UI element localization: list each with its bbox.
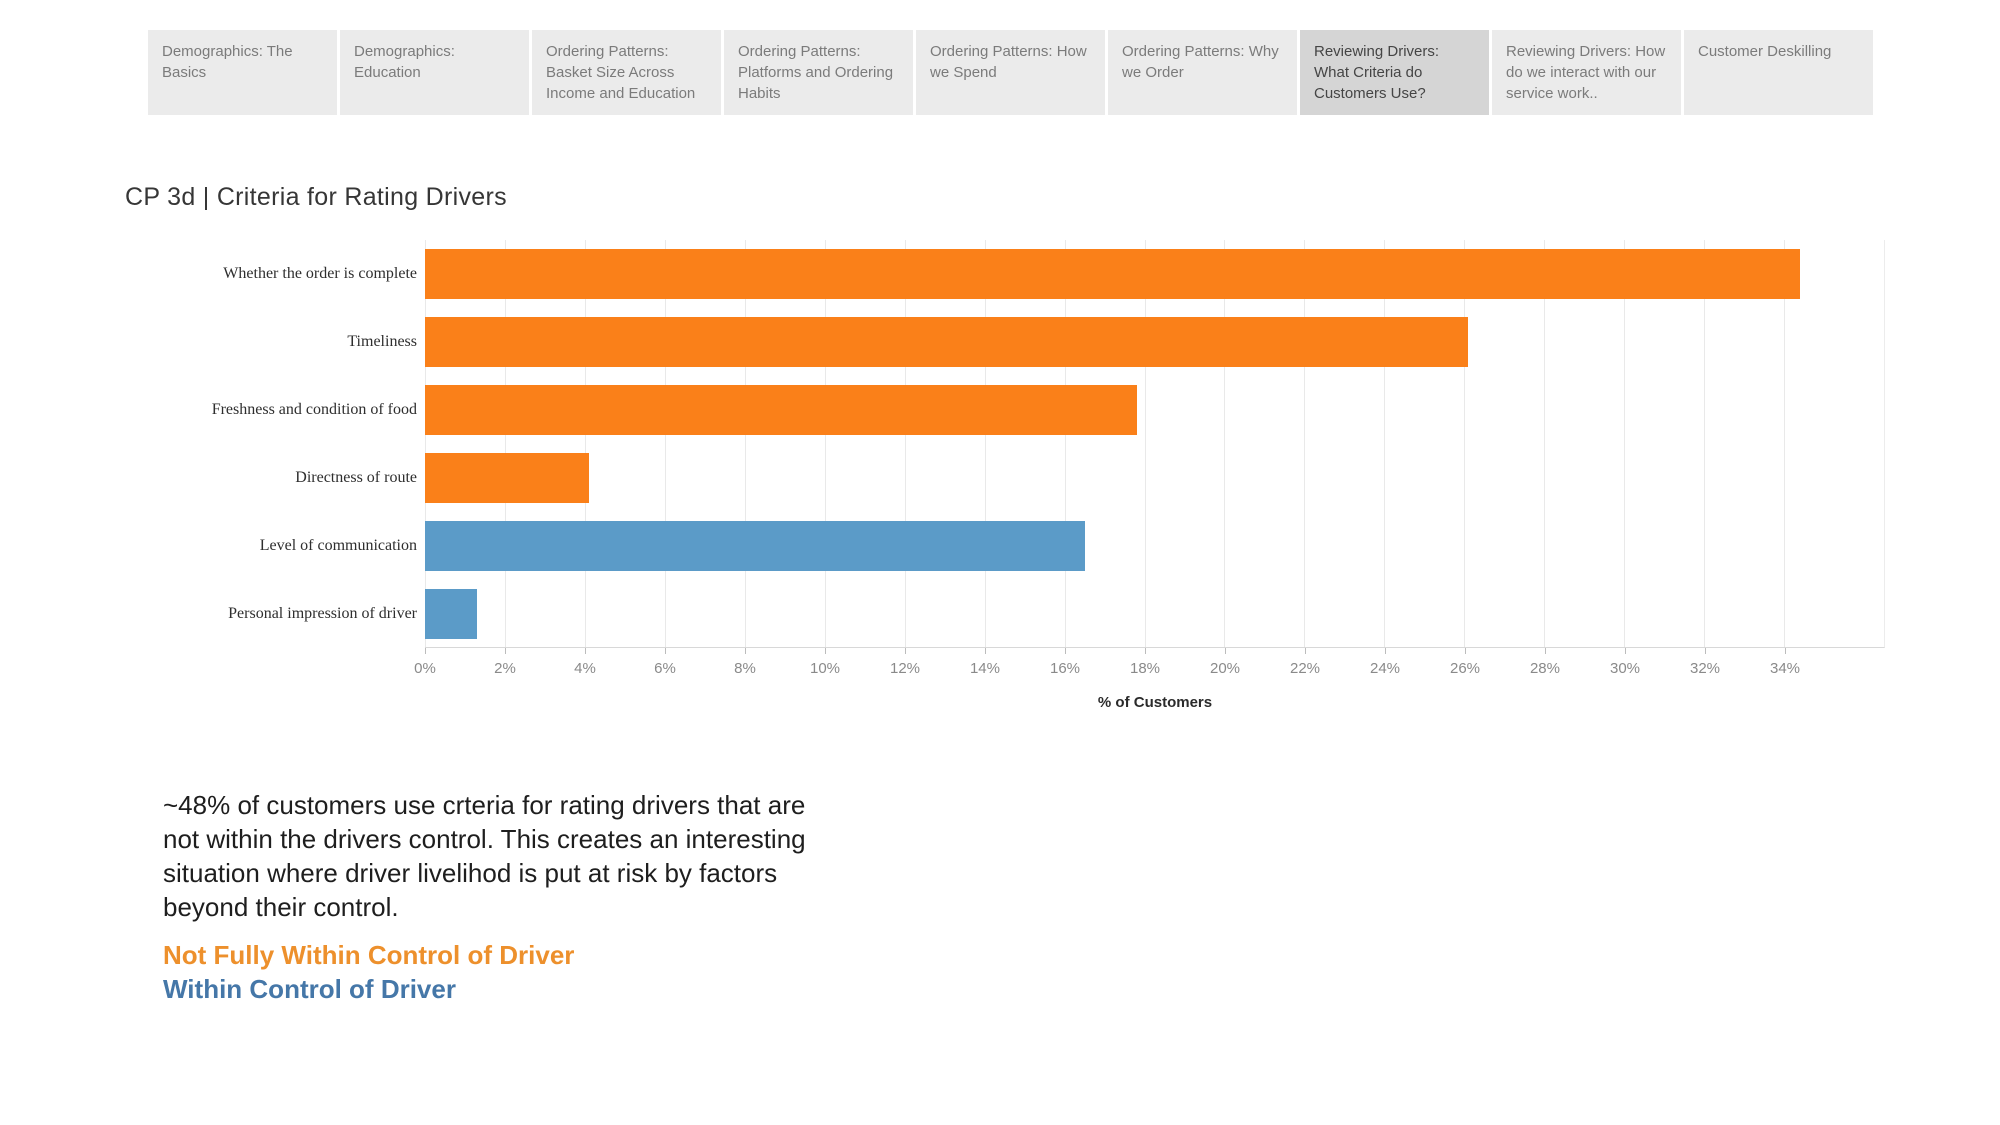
x-tick-label: 32% xyxy=(1689,660,1721,677)
x-axis: % of Customers 0% 2% 4% 6% 8% 10% 12% 14% 16% 18%… xyxy=(414,648,1885,718)
x-tick-mark xyxy=(1145,648,1146,654)
x-tick-mark xyxy=(1385,648,1386,654)
tab-reviewing-criteria[interactable]: Reviewing Drivers: What Criteria do Cust… xyxy=(1300,30,1489,115)
bar-whether-the-order-is-complete[interactable] xyxy=(425,249,1801,299)
x-tick-mark xyxy=(665,648,666,654)
tab-label: Ordering Patterns: How we Spend xyxy=(930,43,1087,81)
tab-reviewing-interaction[interactable]: Reviewing Drivers: How do we interact wi… xyxy=(1492,30,1681,115)
x-tick-mark xyxy=(1705,648,1706,654)
tab-customer-deskilling[interactable]: Customer Deskilling xyxy=(1684,30,1873,115)
gridline xyxy=(1624,240,1626,647)
x-tick-label: 12% xyxy=(889,660,921,677)
tab-ordering-why-we-order[interactable]: Ordering Patterns: Why we Order xyxy=(1108,30,1297,115)
x-tick-label: 0% xyxy=(414,660,436,677)
gridline xyxy=(1384,240,1386,647)
category-label-personal-impression-of-driver: Personal impression of driver xyxy=(228,605,417,622)
tab-label: Ordering Patterns: Basket Size Across In… xyxy=(546,43,696,102)
tab-ordering-how-we-spend[interactable]: Ordering Patterns: How we Spend xyxy=(916,30,1105,115)
x-tick-label: 24% xyxy=(1369,660,1401,677)
tab-ordering-platforms[interactable]: Ordering Patterns: Platforms and Orderin… xyxy=(724,30,913,115)
annotation-text: ~48% of customers use crteria for rating… xyxy=(163,790,806,922)
gridline xyxy=(1224,240,1226,647)
x-tick-label: 18% xyxy=(1129,660,1161,677)
bar-chart: Whether the order is complete Timeliness F… xyxy=(125,240,1895,720)
x-tick-mark xyxy=(905,648,906,654)
x-tick-label: 20% xyxy=(1209,660,1241,677)
x-tick-mark xyxy=(745,648,746,654)
x-tick-label: 8% xyxy=(734,660,756,677)
bar-timeliness[interactable] xyxy=(425,317,1469,367)
legend: Not Fully Within Control of Driver Within… xyxy=(163,938,574,1006)
tab-demographics-basics[interactable]: Demographics: The Basics xyxy=(148,30,337,115)
category-label-whether-the-order-is-complete: Whether the order is complete xyxy=(223,265,417,282)
x-tick-label: 28% xyxy=(1529,660,1560,677)
x-tick-mark xyxy=(1544,648,1546,654)
gridline xyxy=(1464,240,1466,647)
x-tick-label: 16% xyxy=(1049,660,1081,677)
gridline xyxy=(744,240,746,647)
gridline xyxy=(504,240,506,647)
tab-label: Customer Deskilling xyxy=(1698,43,1832,60)
x-tick-label: 22% xyxy=(1289,660,1321,677)
x-tick-mark xyxy=(1625,648,1626,654)
category-label-freshness-and-condition-of-food: Freshness and condition of food xyxy=(211,401,417,418)
x-tick-mark xyxy=(425,648,426,654)
gridline xyxy=(904,240,906,647)
gridline xyxy=(1704,240,1706,647)
x-tick-mark xyxy=(984,648,986,654)
tab-ordering-basket-size[interactable]: Ordering Patterns: Basket Size Across In… xyxy=(532,30,721,115)
gridline xyxy=(984,240,986,647)
x-tick-label: 34% xyxy=(1769,660,1801,677)
bar-personal-impression-of-driver[interactable] xyxy=(425,589,477,639)
legend-item-within-control-of-driver: Within Control of Driver xyxy=(163,974,456,1004)
chart-title: CP 3d | Criteria for Rating Drivers xyxy=(125,183,507,211)
gridline xyxy=(1784,240,1786,647)
x-tick-mark xyxy=(825,648,826,654)
tab-label: Demographics: Education xyxy=(354,43,455,81)
bar-directness-of-route[interactable] xyxy=(425,453,589,503)
gridline xyxy=(1304,240,1306,647)
bar-level-of-communication[interactable] xyxy=(425,521,1085,571)
bar-freshness-and-condition-of-food[interactable] xyxy=(425,385,1137,435)
category-label-timeliness: Timeliness xyxy=(347,333,417,350)
gridline xyxy=(584,240,586,647)
plot-area xyxy=(425,240,1885,648)
x-tick-mark xyxy=(1305,648,1306,654)
x-tick-label: 10% xyxy=(809,660,841,677)
x-axis-label: % of Customers xyxy=(1097,694,1213,711)
x-tick-label: 6% xyxy=(654,660,676,677)
gridline xyxy=(425,240,426,647)
legend-item-not-fully-within-control-of-driver: Not Fully Within Control of Driver xyxy=(163,940,575,970)
x-tick-mark xyxy=(1465,648,1466,654)
gridline xyxy=(1064,240,1066,647)
gridline xyxy=(1544,240,1546,647)
tab-label: Reviewing Drivers: What Criteria do Cust… xyxy=(1314,43,1440,102)
x-tick-mark xyxy=(1225,648,1226,654)
tab-label: Ordering Patterns: Why we Order xyxy=(1122,43,1279,81)
x-tick-mark xyxy=(1785,648,1786,654)
gridline xyxy=(824,240,826,647)
category-axis: Whether the order is complete Timeliness F… xyxy=(125,240,417,648)
x-tick-mark xyxy=(585,648,586,654)
x-tick-label: 2% xyxy=(494,660,516,677)
gridline xyxy=(664,240,666,647)
x-tick-label: 14% xyxy=(969,660,1000,677)
category-label-directness-of-route: Directness of route xyxy=(295,469,417,486)
tab-demographics-education[interactable]: Demographics: Education xyxy=(340,30,529,115)
tab-label: Ordering Patterns: Platforms and Orderin… xyxy=(738,43,894,102)
gridline xyxy=(1144,240,1146,647)
x-tick-mark xyxy=(505,648,506,654)
x-tick-mark xyxy=(1065,648,1066,654)
category-label-level-of-communication: Level of communication xyxy=(259,537,417,554)
tab-bar: Demographics: The Basics Demographics: Ed… xyxy=(148,30,1873,115)
x-tick-label: 26% xyxy=(1449,660,1481,677)
x-tick-label: 30% xyxy=(1609,660,1641,677)
tab-label: Demographics: The Basics xyxy=(162,43,293,81)
tab-label: Reviewing Drivers: How do we interact wi… xyxy=(1506,43,1666,102)
x-tick-label: 4% xyxy=(574,660,596,677)
